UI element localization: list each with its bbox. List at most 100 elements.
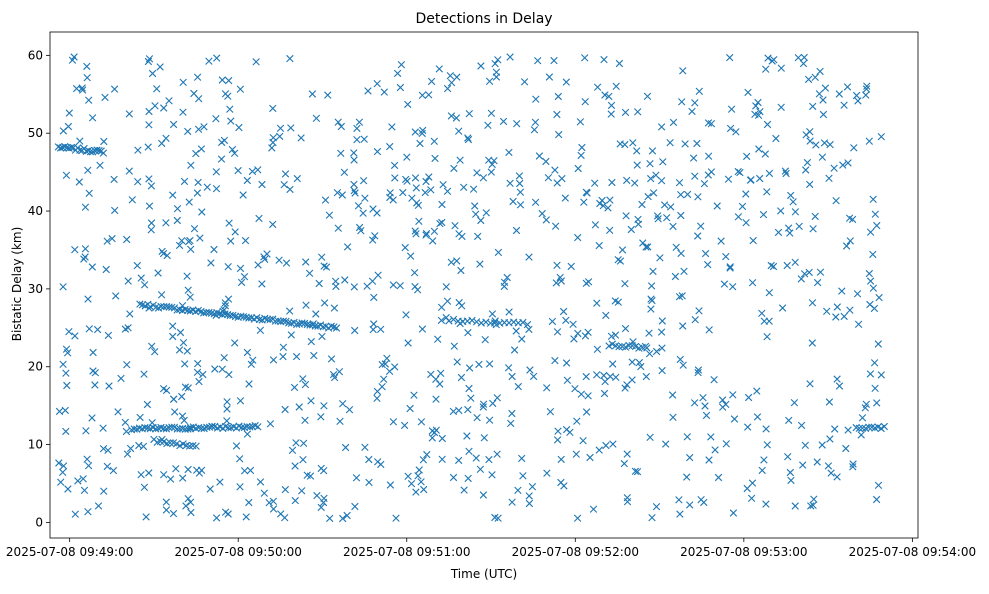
scatter-point [791,258,799,266]
x-axis-label: Time (UTC) [450,567,517,581]
scatter-point [695,87,703,95]
scatter-point [147,182,156,190]
scatter-point [350,156,358,164]
scatter-point [365,455,373,464]
scatter-point [562,316,570,325]
scatter-point [302,301,310,309]
scatter-point [669,413,677,421]
scatter-point [479,400,488,408]
scatter-point [494,514,502,522]
scatter-point [343,243,352,251]
y-tick-label: 10 [28,438,43,452]
scatter-point [818,441,826,449]
scatter-point [96,161,104,169]
scatter-point [406,404,414,413]
scatter-point [351,502,359,511]
scatter-point [551,356,559,365]
scatter-point [758,466,766,475]
scatter-point [427,77,436,86]
scatter-point [874,481,883,489]
scatter-point [148,419,156,427]
scatter-point [534,57,542,65]
scatter-point [353,124,361,133]
scatter-point [183,272,191,280]
scatter-point [812,141,820,149]
scatter-point [307,397,315,405]
scatter-point [842,242,851,250]
scatter-point [761,150,769,158]
scatter-point [246,466,255,475]
scatter-point [818,153,827,161]
scatter-point [333,189,342,197]
scatter-point [176,305,184,314]
scatter-point [76,146,84,154]
scatter-point [190,225,199,233]
scatter-point [465,447,473,455]
scatter-point [302,258,310,266]
scatter-point [642,243,650,251]
scatter-point [71,510,79,518]
scatter-point [413,286,422,294]
scatter-point [695,307,703,315]
scatter-point [325,211,334,219]
scatter-point [254,423,262,431]
scatter-point [286,54,294,63]
scatter-point [593,345,602,353]
scatter-point [813,278,822,287]
scatter-point [464,135,473,144]
scatter-point [858,424,867,432]
scatter-point [481,336,489,344]
scatter-point [873,221,881,230]
scatter-point [162,498,170,506]
scatter-point [373,394,381,402]
scatter-point [397,61,406,69]
scatter-point [147,219,156,227]
scatter-point [677,211,685,220]
scatter-point [874,340,882,348]
scatter-point [835,382,844,390]
scatter-point [546,408,555,416]
scatter-point [456,156,464,164]
scatter-point [516,179,524,188]
scatter-point [381,360,389,368]
scatter-point [327,355,336,363]
scatter-point [600,371,608,380]
scatter-point [63,349,72,357]
scatter-point [577,390,585,398]
scatter-point [584,328,592,336]
scatter-point [601,91,609,99]
scatter-point [103,237,111,245]
scatter-point [704,152,713,160]
scatter-point [464,328,472,337]
scatter-point [718,396,727,404]
scatter-point [62,369,70,377]
scatter-point [548,317,557,326]
scatter-point [457,266,465,275]
scatter-point [446,72,454,80]
scatter-point [763,441,771,449]
scatter-point [593,83,602,91]
scatter-point [312,310,320,318]
plot-frame [49,31,919,539]
scatter-point [654,215,662,223]
scatter-point [91,369,99,377]
scatter-point [65,109,73,117]
scatter-point [777,207,785,215]
scatter-point [809,102,817,111]
scatter-point [629,139,637,147]
scatter-point [605,92,613,101]
scatter-point [743,152,751,161]
scatter-point [212,185,221,193]
scatter-point [479,491,488,499]
scatter-point [844,426,852,434]
scatter-point [643,92,652,100]
scatter-point [487,109,496,117]
scatter-point [554,427,562,435]
scatter-point [861,404,869,412]
scatter-point [602,441,610,450]
scatter-point [488,310,497,318]
scatter-point [487,168,495,176]
scatter-point [795,222,803,230]
scatter-point [801,441,809,449]
